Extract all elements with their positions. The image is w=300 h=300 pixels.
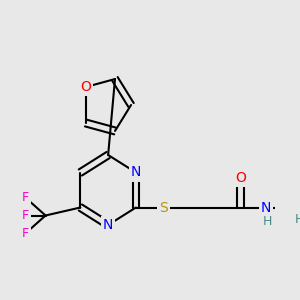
Text: F: F	[22, 227, 29, 240]
Text: N: N	[261, 200, 271, 214]
Text: S: S	[159, 200, 168, 214]
Text: H: H	[262, 215, 272, 228]
Text: N: N	[103, 218, 113, 232]
Text: O: O	[235, 170, 246, 184]
Text: N: N	[131, 166, 141, 179]
Text: H: H	[294, 213, 300, 226]
Text: F: F	[22, 191, 29, 204]
Text: F: F	[22, 209, 29, 222]
Text: O: O	[80, 80, 91, 94]
